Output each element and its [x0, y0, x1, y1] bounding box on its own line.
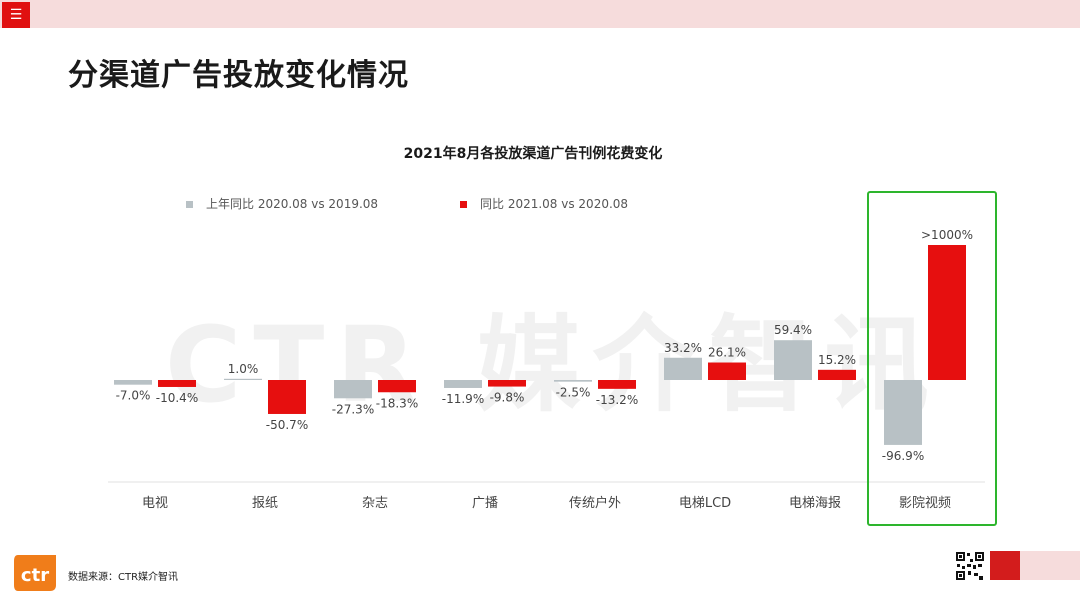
menu-icon[interactable]: ☰: [2, 2, 30, 28]
bar: [554, 380, 592, 382]
data-label: 1.0%: [228, 362, 259, 376]
category-tick-label: 传统户外: [569, 495, 621, 511]
category-tick-label: 影院视频: [899, 496, 951, 511]
data-label: -18.3%: [376, 396, 418, 410]
bar: [114, 380, 152, 385]
data-label: -10.4%: [156, 391, 198, 405]
category-tick-label: 电梯海报: [789, 496, 841, 511]
bar: [488, 380, 526, 387]
bar: [268, 380, 306, 414]
bar: [884, 380, 922, 445]
bar: [224, 378, 262, 380]
footer-accent-red: [990, 551, 1020, 580]
ctr-logo: ctr: [14, 555, 56, 591]
category-tick-label: 电梯LCD: [679, 496, 731, 511]
top-band: [0, 0, 1080, 28]
page-title: 分渠道广告投放变化情况: [68, 58, 409, 93]
legend-swatch: [186, 201, 193, 208]
data-label: -11.9%: [442, 392, 484, 406]
bar: [334, 380, 372, 399]
category-tick-label: 杂志: [362, 496, 388, 511]
legend-label: 同比 2021.08 vs 2020.08: [480, 197, 628, 211]
data-label: 33.2%: [664, 341, 702, 355]
data-label: 26.1%: [708, 346, 746, 360]
footer-accent-pink: [1020, 551, 1080, 580]
data-label: -27.3%: [332, 402, 374, 416]
bar: [598, 380, 636, 389]
data-label: 59.4%: [774, 323, 812, 337]
legend-label: 上年同比 2020.08 vs 2019.08: [206, 197, 378, 211]
bar: [928, 245, 966, 380]
bar: [818, 369, 856, 380]
bar: [774, 340, 812, 380]
data-label: -96.9%: [882, 449, 924, 463]
logo-text: ctr: [21, 565, 49, 586]
data-label: -50.7%: [266, 418, 308, 432]
qr-code-icon: [955, 551, 985, 581]
bar: [708, 362, 746, 380]
bar: [444, 380, 482, 388]
legend-swatch: [460, 201, 467, 208]
bar: [378, 380, 416, 393]
category-tick-label: 报纸: [252, 496, 278, 511]
category-tick-label: 广播: [472, 496, 498, 511]
data-label: -13.2%: [596, 393, 638, 407]
data-label: 15.2%: [818, 353, 856, 367]
data-source-note: 数据来源：CTR媒介智讯: [68, 572, 179, 583]
chart-title: 2021年8月各投放渠道广告刊例花费变化: [404, 145, 663, 162]
data-label: -2.5%: [556, 386, 591, 400]
data-label: >1000%: [921, 228, 973, 242]
category-tick-label: 电视: [142, 496, 168, 511]
highlight-box: [867, 191, 997, 526]
data-label: -7.0%: [116, 389, 151, 403]
data-label: -9.8%: [490, 391, 525, 405]
bar: [664, 357, 702, 380]
bar: [158, 380, 196, 387]
